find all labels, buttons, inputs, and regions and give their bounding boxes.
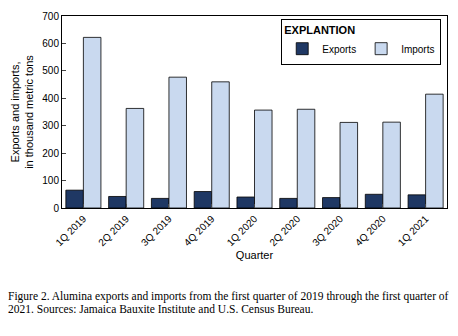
svg-text:400: 400 [42, 93, 59, 104]
svg-text:Quarter: Quarter [236, 249, 274, 261]
svg-text:600: 600 [42, 38, 59, 49]
svg-text:700: 700 [42, 11, 59, 22]
svg-text:1Q 2020: 1Q 2020 [225, 213, 260, 248]
svg-text:4Q 2020: 4Q 2020 [353, 213, 388, 248]
svg-text:1Q 2019: 1Q 2019 [53, 213, 88, 248]
svg-text:2Q 2019: 2Q 2019 [96, 213, 131, 248]
svg-text:100: 100 [42, 175, 59, 186]
svg-text:Exports and imports,in thousan: Exports and imports,in thousand metric t… [9, 55, 35, 169]
svg-text:4Q 2019: 4Q 2019 [182, 213, 217, 248]
svg-text:EXPLANTION: EXPLANTION [284, 24, 355, 36]
svg-text:Exports: Exports [322, 44, 356, 55]
html-text:Figure 2. Alumina exports and: Figure 2. Alumina exports and imports fr… [8, 290, 449, 315]
svg-text:500: 500 [42, 65, 59, 76]
svg-text:300: 300 [42, 120, 59, 131]
svg-text:1Q 2021: 1Q 2021 [396, 213, 431, 248]
svg-text:3Q 2019: 3Q 2019 [139, 213, 174, 248]
svg-text:200: 200 [42, 148, 59, 159]
svg-text:0: 0 [53, 203, 59, 214]
svg-text:Imports: Imports [401, 44, 434, 55]
svg-text:3Q 2020: 3Q 2020 [310, 213, 345, 248]
svg-text:2Q 2020: 2Q 2020 [267, 213, 302, 248]
